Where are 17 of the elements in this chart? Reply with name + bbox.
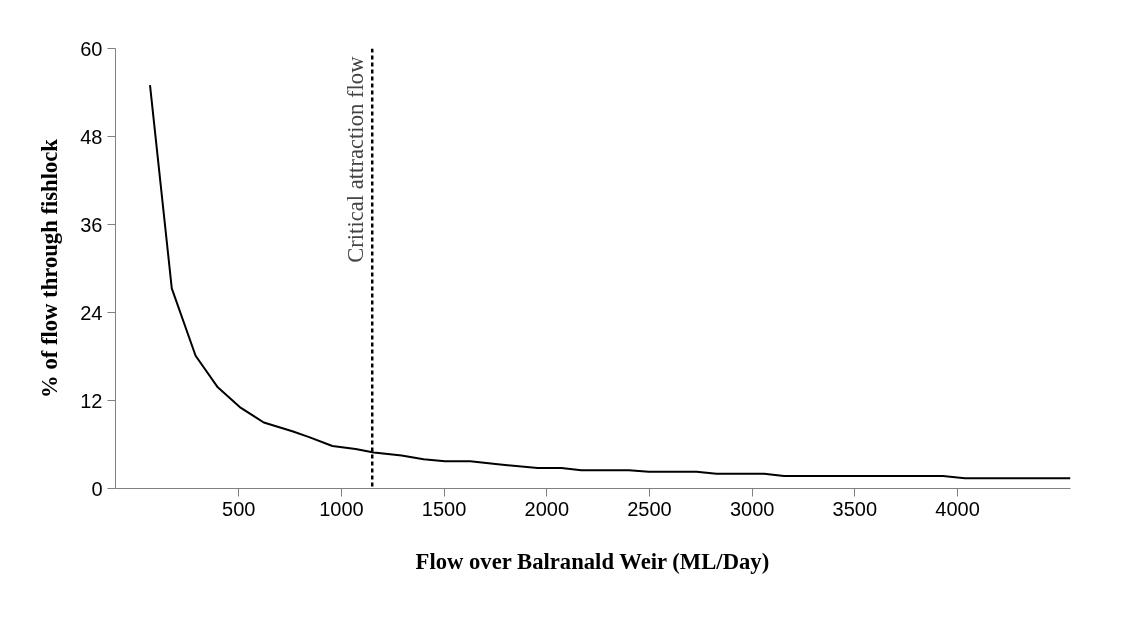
y-tick-label: 0 bbox=[91, 477, 103, 500]
x-tick-label: 500 bbox=[222, 497, 256, 520]
x-tick-label: 1000 bbox=[319, 497, 364, 520]
y-tick-label: 36 bbox=[80, 213, 103, 236]
x-axis-title: Flow over Balranald Weir (ML/Day) bbox=[415, 548, 770, 574]
x-tick-label: 2500 bbox=[627, 497, 672, 520]
y-tick-label: 24 bbox=[80, 301, 103, 324]
y-tick-label: 60 bbox=[80, 37, 103, 60]
y-axis-title: % of flow through fishlock bbox=[37, 138, 63, 398]
x-tick-label: 1500 bbox=[421, 497, 467, 520]
y-tick-label: 48 bbox=[80, 125, 103, 148]
x-tick-label: 3500 bbox=[832, 497, 878, 520]
y-tick-label: 12 bbox=[80, 389, 103, 412]
ref-line-label: Critical attraction flow bbox=[343, 55, 369, 263]
x-tick-label: 2000 bbox=[524, 497, 570, 520]
x-tick-label: 4000 bbox=[935, 497, 980, 520]
x-tick-label: 3000 bbox=[729, 497, 775, 520]
